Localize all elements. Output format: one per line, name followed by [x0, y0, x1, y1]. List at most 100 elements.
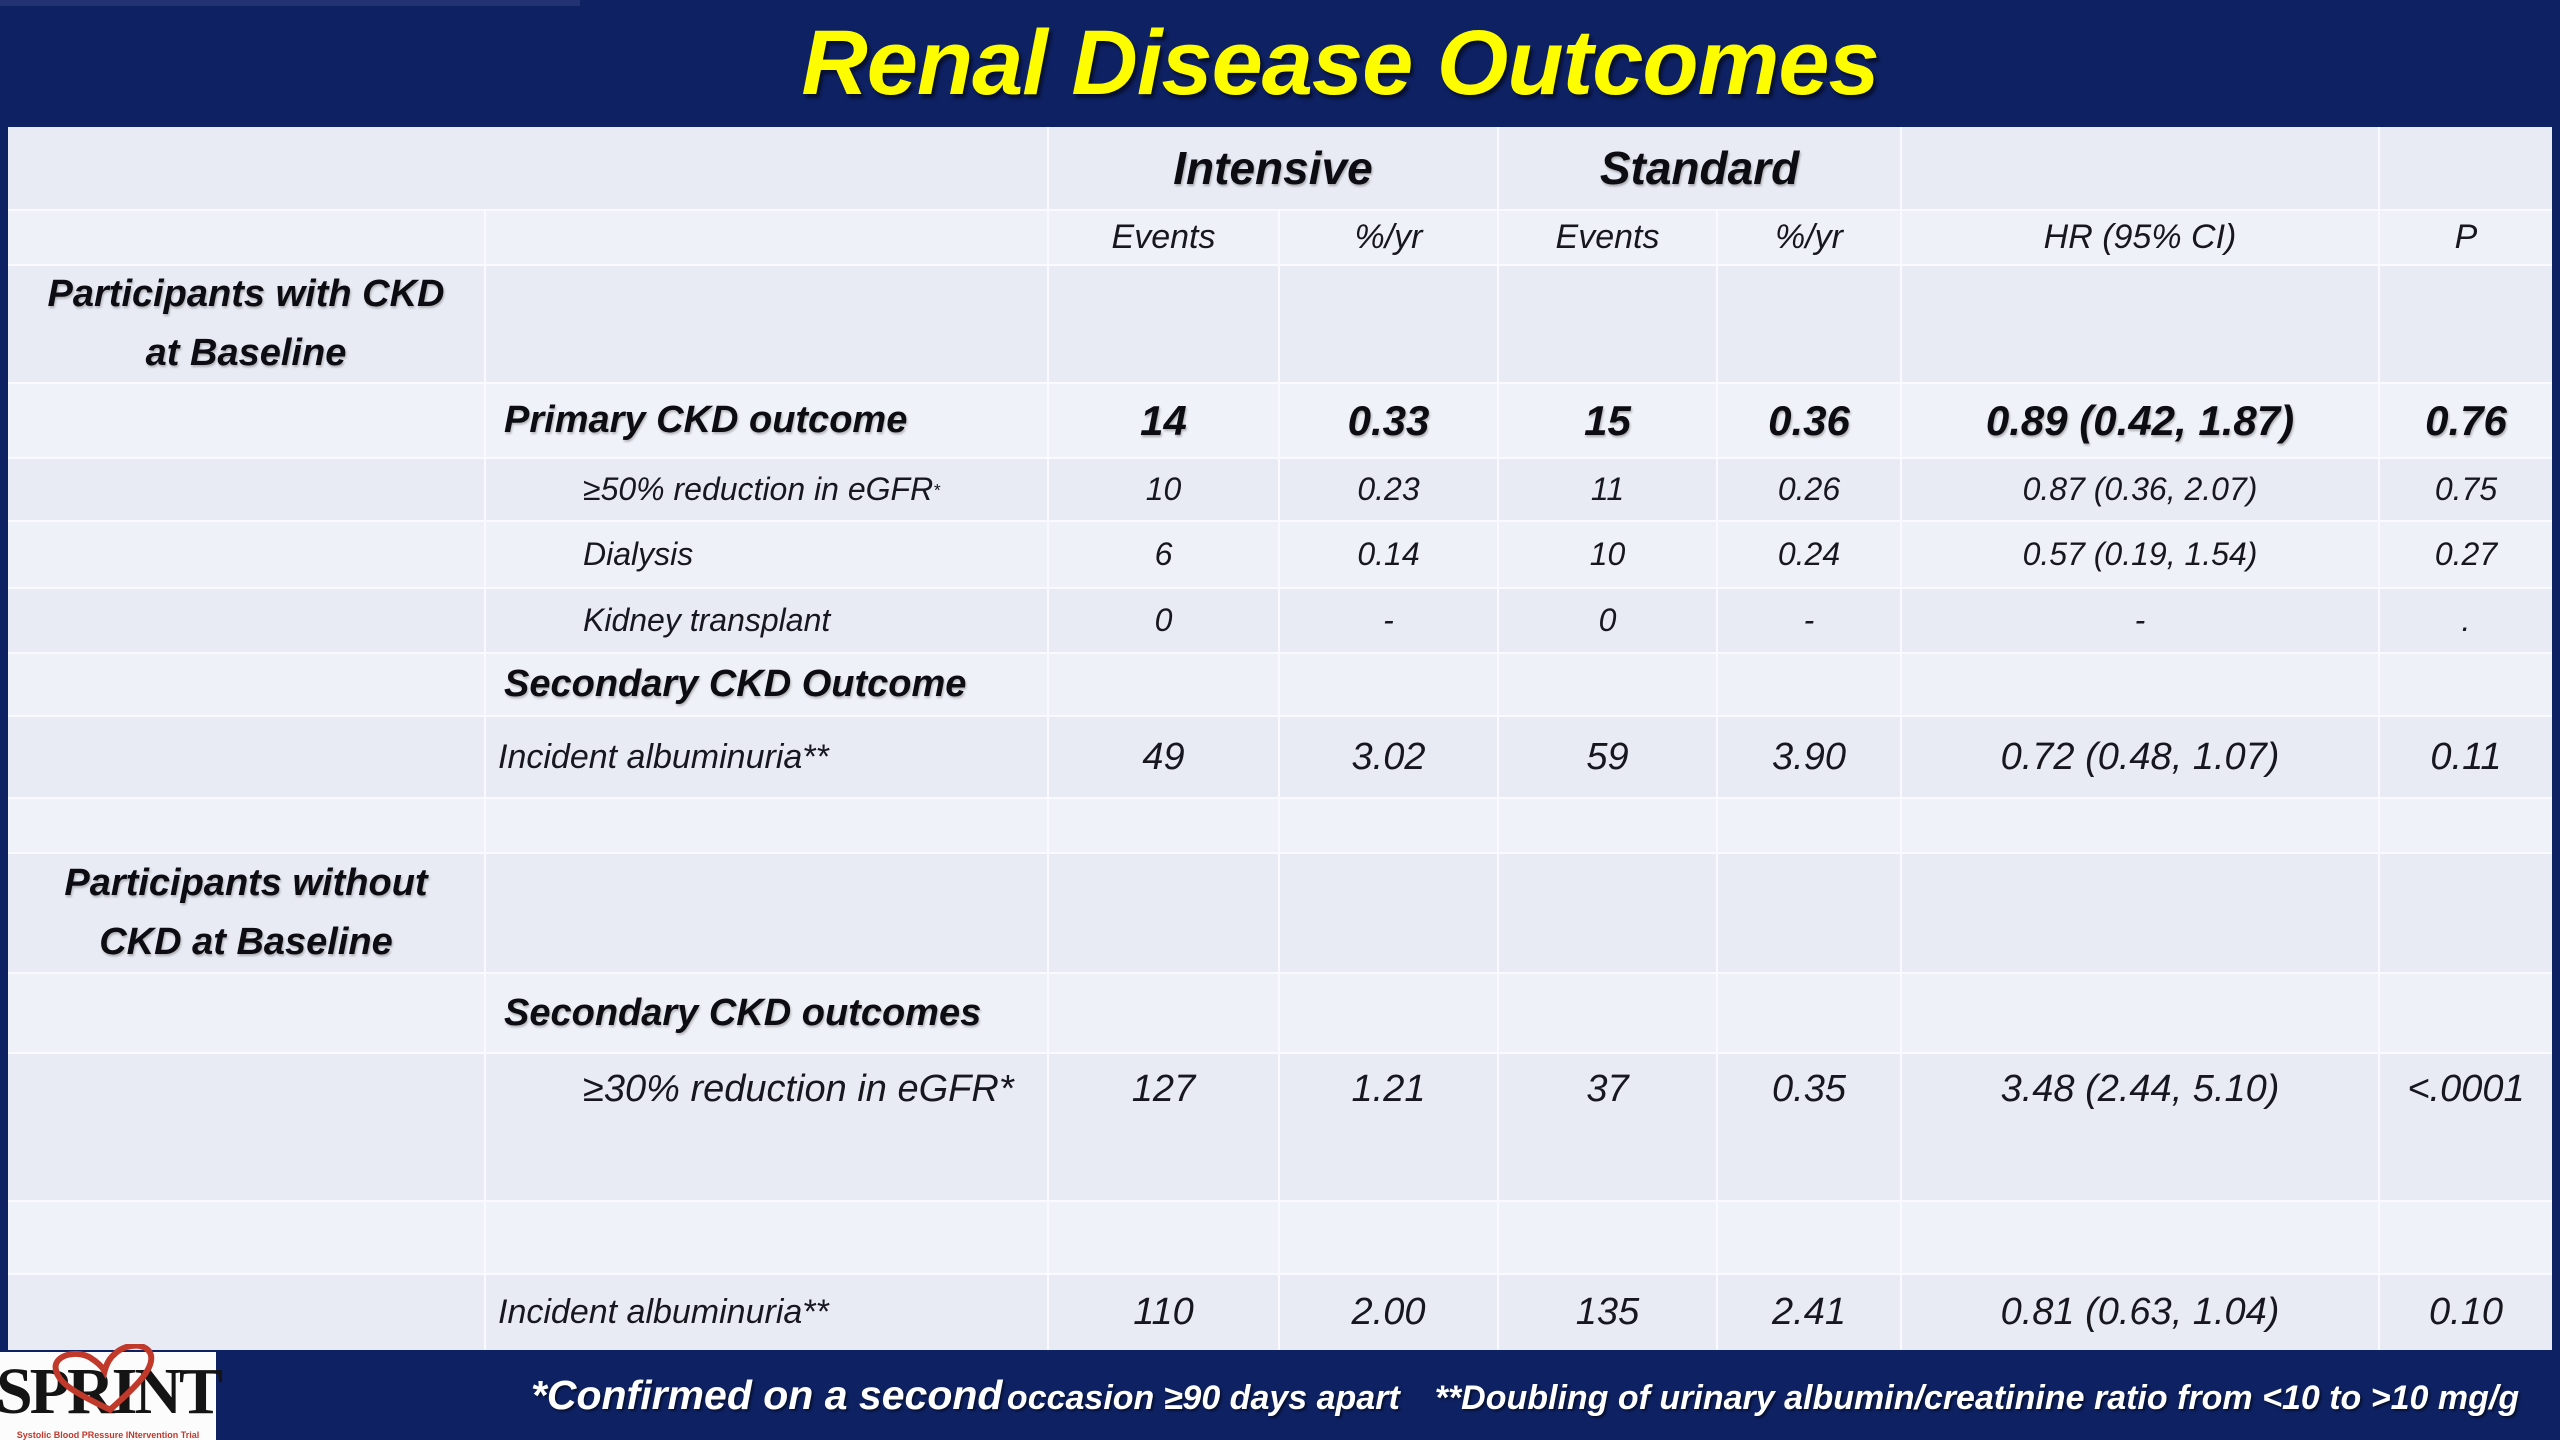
events-standard-value: 15	[1497, 384, 1716, 457]
empty-cell	[8, 211, 484, 264]
empty-cell	[1278, 799, 1497, 852]
row-label-text: ≥50% reduction in eGFR	[583, 471, 934, 507]
footer-bar: *Confirmed on a second occasion ≥90 days…	[0, 1350, 2560, 1440]
p-value: 0.76	[2378, 384, 2552, 457]
footnote-doubling: **Doubling of urinary albumin/creatinine…	[1434, 1378, 2520, 1417]
empty-cell	[1497, 654, 1716, 715]
row-label: Primary CKD outcome	[484, 384, 1047, 457]
sprint-logo: SPRINT Systolic Blood PRessure INtervent…	[0, 1344, 223, 1440]
footnote-confirmed-rest: occasion ≥90 days apart	[1006, 1378, 1400, 1417]
spacer-row	[8, 1200, 2552, 1273]
p-value: .	[2378, 589, 2552, 652]
empty-cell	[1047, 799, 1278, 852]
empty-cell	[1716, 654, 1900, 715]
outcomes-table: Intensive Standard Events %/yr Events %/…	[8, 127, 2552, 1350]
row-kidney-transplant: Kidney transplant 0 - 0 - - .	[8, 587, 2552, 652]
empty-cell	[1900, 799, 2378, 852]
slide-title: Renal Disease Outcomes	[801, 12, 1879, 114]
section-label: Secondary CKD outcomes	[484, 974, 1047, 1052]
empty-cell	[1047, 266, 1278, 382]
hr-ci-value: -	[1900, 589, 2378, 652]
group-label-line1: Participants without	[64, 862, 428, 905]
events-standard-value: 59	[1497, 717, 1716, 797]
empty-cell	[1278, 266, 1497, 382]
hr-ci-header: HR (95% CI)	[1900, 211, 2378, 264]
hr-ci-value: 0.89 (0.42, 1.87)	[1900, 384, 2378, 457]
row-egfr50-reduction: ≥50% reduction in eGFR * 10 0.23 11 0.26 …	[8, 457, 2552, 520]
empty-cell	[1900, 127, 2378, 209]
events-standard-value: 135	[1497, 1275, 1716, 1350]
empty-cell	[1497, 974, 1716, 1052]
empty-cell	[484, 1202, 1047, 1273]
row-label: Incident albuminuria**	[484, 717, 1047, 797]
row-incident-albuminuria-nonckd: Incident albuminuria** 110 2.00 135 2.41…	[8, 1273, 2552, 1350]
pctyr-intensive-value: 0.33	[1278, 384, 1497, 457]
events-standard-value: 11	[1497, 459, 1716, 520]
group-label-line2: at Baseline	[145, 332, 347, 374]
empty-cell	[8, 654, 484, 715]
row-secondary-ckd-outcome-header: Secondary CKD Outcome	[8, 652, 2552, 715]
empty-cell	[1047, 854, 1278, 972]
group-row-without-ckd: Participants without CKD at Baseline	[8, 852, 2552, 972]
empty-cell	[2378, 127, 2552, 209]
title-bar: Renal Disease Outcomes	[0, 0, 2560, 127]
empty-cell	[2378, 1202, 2552, 1273]
empty-cell	[8, 717, 484, 797]
hr-ci-value: 0.81 (0.63, 1.04)	[1900, 1275, 2378, 1350]
hr-ci-value: 0.72 (0.48, 1.07)	[1900, 717, 2378, 797]
group-label-without-ckd: Participants without CKD at Baseline	[8, 854, 484, 972]
row-label: Kidney transplant	[484, 589, 1047, 652]
empty-cell	[8, 1202, 484, 1273]
empty-cell	[1900, 854, 2378, 972]
group-row-with-ckd: Participants with CKD at Baseline	[8, 264, 2552, 382]
events-intensive-value: 6	[1047, 522, 1278, 587]
empty-cell	[2378, 974, 2552, 1052]
events-intensive-value: 49	[1047, 717, 1278, 797]
empty-cell	[8, 974, 484, 1052]
row-dialysis: Dialysis 6 0.14 10 0.24 0.57 (0.19, 1.54…	[8, 520, 2552, 587]
empty-cell	[1497, 1202, 1716, 1273]
empty-cell	[2378, 654, 2552, 715]
empty-cell	[8, 589, 484, 652]
row-primary-ckd-outcome: Primary CKD outcome 14 0.33 15 0.36 0.89…	[8, 382, 2552, 457]
empty-cell	[1716, 1202, 1900, 1273]
hr-ci-value: 0.87 (0.36, 2.07)	[1900, 459, 2378, 520]
empty-cell	[8, 459, 484, 520]
footnote-confirmed-emphasis: *Confirmed on a second	[530, 1371, 1003, 1418]
empty-cell	[1278, 1202, 1497, 1273]
p-value: 0.11	[2378, 717, 2552, 797]
events-intensive-header: Events	[1047, 211, 1278, 264]
sprint-logo-tagline: Systolic Blood PRessure INtervention Tri…	[16, 1430, 200, 1440]
row-incident-albuminuria-ckd: Incident albuminuria** 49 3.02 59 3.90 0…	[8, 715, 2552, 797]
group-label-line1: Participants with CKD	[47, 273, 445, 316]
empty-cell	[1900, 974, 2378, 1052]
row-egfr30-reduction: ≥30% reduction in eGFR* 127 1.21 37 0.35…	[8, 1052, 2552, 1200]
empty-cell	[2378, 799, 2552, 852]
empty-cell	[8, 799, 484, 852]
hr-ci-value: 3.48 (2.44, 5.10)	[1900, 1054, 2378, 1200]
events-standard-header: Events	[1497, 211, 1716, 264]
empty-cell	[1278, 854, 1497, 972]
sprint-logo-text: SPRINT	[0, 1355, 223, 1428]
intensive-column-header: Intensive	[1047, 127, 1497, 209]
empty-cell	[8, 127, 1047, 209]
empty-cell	[1716, 266, 1900, 382]
spacer-row	[8, 797, 2552, 852]
group-label-line2: CKD at Baseline	[99, 921, 393, 963]
pctyr-standard-value: -	[1716, 589, 1900, 652]
events-standard-value: 0	[1497, 589, 1716, 652]
pctyr-standard-header: %/yr	[1716, 211, 1900, 264]
pctyr-standard-value: 0.26	[1716, 459, 1900, 520]
empty-cell	[1047, 654, 1278, 715]
row-secondary-ckd-outcomes-header: Secondary CKD outcomes	[8, 972, 2552, 1052]
events-intensive-value: 110	[1047, 1275, 1278, 1350]
row-label: ≥50% reduction in eGFR *	[484, 459, 1047, 520]
empty-cell	[1047, 1202, 1278, 1273]
p-value: 0.27	[2378, 522, 2552, 587]
p-value: 0.75	[2378, 459, 2552, 520]
events-standard-value: 37	[1497, 1054, 1716, 1200]
empty-cell	[1900, 266, 2378, 382]
pctyr-intensive-value: 0.14	[1278, 522, 1497, 587]
empty-cell	[8, 1275, 484, 1350]
empty-cell	[8, 384, 484, 457]
